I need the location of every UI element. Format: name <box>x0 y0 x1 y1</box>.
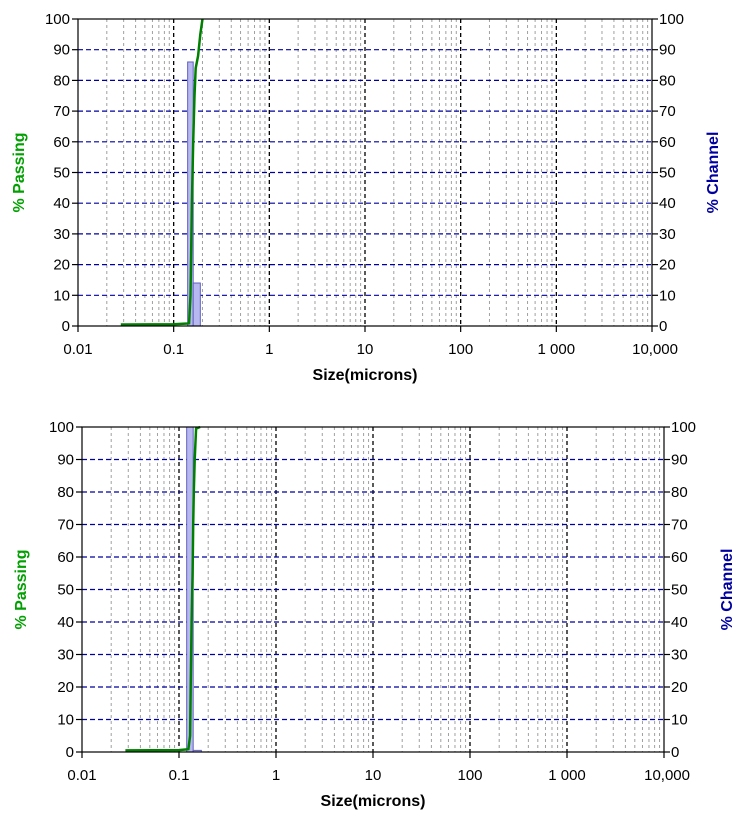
x-tick-label: 0.01 <box>63 341 92 358</box>
x-tick-label: 0.1 <box>169 767 190 784</box>
x-tick-label: 10 <box>365 767 382 784</box>
y-tick-label-right: 10 <box>659 287 676 304</box>
y-tick-label-right: 90 <box>659 42 676 59</box>
x-tick-labels: 0.01 0.1 1 10 100 1 000 10,000 <box>63 341 678 358</box>
x-tick-label: 1 000 <box>538 341 576 358</box>
y-tick-labels-left: 0 10 20 30 40 50 60 70 80 90 100 <box>45 11 70 335</box>
x-tick-label: 10,000 <box>644 767 690 784</box>
y-tick-label-left: 30 <box>53 226 70 243</box>
y-tick-label-left: 10 <box>53 287 70 304</box>
y-tick-label-right: 100 <box>671 419 696 436</box>
y-tick-label-right: 100 <box>659 11 684 28</box>
x-tick-label: 10 <box>357 341 374 358</box>
y-tick-label-right: 20 <box>671 679 688 696</box>
y-tick-label-right: 80 <box>671 484 688 501</box>
y-tick-label-right: 50 <box>671 582 688 599</box>
y-tick-label-left: 50 <box>57 582 74 599</box>
x-axis-title: Size(microns) <box>313 367 418 384</box>
axes-layer <box>72 18 658 332</box>
y-tick-label-right: 90 <box>671 452 688 469</box>
y-tick-label-left: 80 <box>53 72 70 89</box>
y-tick-label-left: 60 <box>57 549 74 566</box>
y-tick-label-right: 60 <box>659 134 676 151</box>
y-tick-label-left: 40 <box>57 614 74 631</box>
y-tick-label-right: 60 <box>671 549 688 566</box>
x-tick-label: 0.01 <box>67 767 96 784</box>
y-tick-label-left: 20 <box>53 257 70 274</box>
axes-layer <box>76 426 670 758</box>
x-tick-label: 1 000 <box>548 767 586 784</box>
y-axis-title-left: % Passing <box>13 549 30 629</box>
x-tick-label: 1 <box>272 767 280 784</box>
passing-curve <box>120 18 204 326</box>
y-tick-label-left: 20 <box>57 679 74 696</box>
y-tick-labels-left: 0 10 20 30 40 50 60 70 80 90 100 <box>49 419 74 761</box>
y-tick-label-left: 100 <box>45 11 70 28</box>
y-tick-label-left: 100 <box>49 419 74 436</box>
y-tick-labels-right: 0 10 20 30 40 50 60 70 80 90 100 <box>671 419 696 761</box>
y-tick-label-left: 70 <box>53 103 70 120</box>
x-tick-labels: 0.01 0.1 1 10 100 1 000 10,000 <box>67 767 690 784</box>
y-tick-label-right: 30 <box>671 647 688 664</box>
y-axis-title-right: % Channel <box>719 549 736 631</box>
y-tick-label-left: 50 <box>53 165 70 182</box>
y-tick-label-right: 10 <box>671 712 688 729</box>
y-tick-label-left: 30 <box>57 647 74 664</box>
x-axis-title: Size(microns) <box>321 793 426 810</box>
y-tick-labels-right: 0 10 20 30 40 50 60 70 80 90 100 <box>659 11 684 335</box>
y-axis-title-left: % Passing <box>11 132 28 212</box>
y-tick-label-left: 90 <box>57 452 74 469</box>
y-tick-label-right: 50 <box>659 165 676 182</box>
x-tick-label: 100 <box>448 341 473 358</box>
x-tick-label: 1 <box>265 341 273 358</box>
y-tick-label-left: 40 <box>53 195 70 212</box>
y-tick-label-right: 70 <box>659 103 676 120</box>
y-tick-label-left: 10 <box>57 712 74 729</box>
y-tick-label-right: 80 <box>659 72 676 89</box>
y-tick-label-left: 90 <box>53 42 70 59</box>
y-tick-label-left: 0 <box>62 318 70 335</box>
y-tick-label-right: 20 <box>659 257 676 274</box>
y-tick-label-right: 0 <box>659 318 667 335</box>
y-tick-label-right: 40 <box>671 614 688 631</box>
y-tick-label-left: 60 <box>53 134 70 151</box>
y-tick-label-right: 70 <box>671 517 688 534</box>
y-tick-label-right: 40 <box>659 195 676 212</box>
x-tick-label: 100 <box>457 767 482 784</box>
y-tick-label-right: 0 <box>671 744 679 761</box>
channel-bar <box>192 282 201 327</box>
y-axis-title-right: % Channel <box>705 132 722 214</box>
y-tick-label-left: 80 <box>57 484 74 501</box>
grid-layer <box>78 19 652 326</box>
chart-bottom: 0.01 0.1 1 10 100 1 000 10,000 010203040506070… <box>13 419 736 810</box>
y-tick-label-left: 0 <box>66 744 74 761</box>
chart-top: 0.01 0.1 1 10 100 1 000 10,000 010203040506070… <box>11 11 722 384</box>
passing-line <box>125 425 201 752</box>
y-tick-label-right: 30 <box>659 226 676 243</box>
grid-layer <box>82 427 664 752</box>
x-tick-label: 0.1 <box>163 341 184 358</box>
passing-curve <box>125 425 201 752</box>
x-tick-label: 10,000 <box>632 341 678 358</box>
y-tick-label-left: 70 <box>57 517 74 534</box>
passing-line <box>120 18 204 326</box>
